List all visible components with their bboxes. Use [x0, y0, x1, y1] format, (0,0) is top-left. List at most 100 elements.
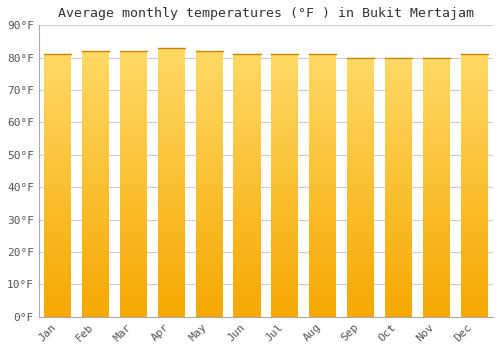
Bar [347, 64, 374, 68]
Bar [271, 91, 298, 94]
Bar [422, 291, 450, 294]
Bar [385, 64, 412, 68]
Bar [120, 177, 147, 181]
Bar [44, 268, 72, 271]
Bar [460, 202, 488, 205]
Bar [120, 118, 147, 121]
Bar [422, 272, 450, 275]
Bar [44, 120, 72, 123]
Bar [422, 268, 450, 272]
Bar [234, 205, 260, 209]
Bar [385, 106, 412, 110]
Bar [460, 107, 488, 110]
Bar [158, 239, 185, 243]
Bar [347, 129, 374, 132]
Bar [196, 260, 223, 264]
Bar [158, 199, 185, 203]
Bar [158, 246, 185, 250]
Bar [422, 206, 450, 210]
Bar [44, 179, 72, 182]
Bar [44, 241, 72, 245]
Bar [422, 148, 450, 152]
Bar [120, 237, 147, 240]
Bar [120, 277, 147, 280]
Bar [385, 152, 412, 155]
Bar [309, 251, 336, 254]
Bar [234, 173, 260, 176]
Bar [422, 135, 450, 139]
Bar [120, 211, 147, 214]
Bar [234, 287, 260, 290]
Bar [196, 294, 223, 297]
Bar [158, 182, 185, 186]
Bar [309, 61, 336, 64]
Bar [158, 75, 185, 78]
Bar [347, 301, 374, 304]
Bar [158, 250, 185, 253]
Bar [196, 71, 223, 75]
Bar [271, 104, 298, 107]
Bar [44, 287, 72, 290]
Bar [460, 61, 488, 64]
Bar [385, 262, 412, 265]
Bar [347, 181, 374, 184]
Bar [120, 303, 147, 307]
Bar [422, 281, 450, 285]
Bar [309, 192, 336, 195]
Bar [422, 77, 450, 80]
Bar [347, 310, 374, 314]
Bar [271, 205, 298, 209]
Bar [120, 260, 147, 264]
Bar [120, 154, 147, 158]
Bar [347, 110, 374, 113]
Bar [309, 271, 336, 274]
Bar [385, 80, 412, 84]
Bar [309, 268, 336, 271]
Bar [271, 189, 298, 192]
Bar [385, 220, 412, 223]
Bar [271, 166, 298, 169]
Bar [82, 127, 109, 131]
Bar [82, 98, 109, 101]
Bar [347, 100, 374, 103]
Bar [82, 303, 109, 307]
Bar [82, 231, 109, 234]
Bar [196, 231, 223, 234]
Bar [120, 141, 147, 144]
Bar [460, 314, 488, 317]
Bar [120, 220, 147, 224]
Bar [234, 261, 260, 264]
Bar [347, 152, 374, 155]
Bar [385, 190, 412, 194]
Bar [44, 61, 72, 64]
Bar [271, 127, 298, 130]
Bar [460, 94, 488, 97]
Bar [44, 68, 72, 71]
Bar [460, 215, 488, 218]
Bar [271, 212, 298, 215]
Bar [271, 123, 298, 127]
Bar [347, 262, 374, 265]
Bar [385, 122, 412, 126]
Bar [158, 266, 185, 270]
Bar [347, 106, 374, 110]
Bar [44, 258, 72, 261]
Bar [309, 209, 336, 212]
Bar [422, 100, 450, 103]
Bar [196, 51, 223, 55]
Bar [422, 220, 450, 223]
Bar [158, 253, 185, 256]
Bar [271, 87, 298, 91]
Bar [271, 222, 298, 225]
Bar [385, 155, 412, 158]
Bar [309, 235, 336, 238]
Bar [196, 118, 223, 121]
Bar [385, 301, 412, 304]
Bar [347, 87, 374, 90]
Bar [158, 263, 185, 266]
Bar [460, 140, 488, 143]
Bar [422, 90, 450, 93]
Bar [82, 310, 109, 314]
Bar [234, 228, 260, 232]
Bar [234, 146, 260, 149]
